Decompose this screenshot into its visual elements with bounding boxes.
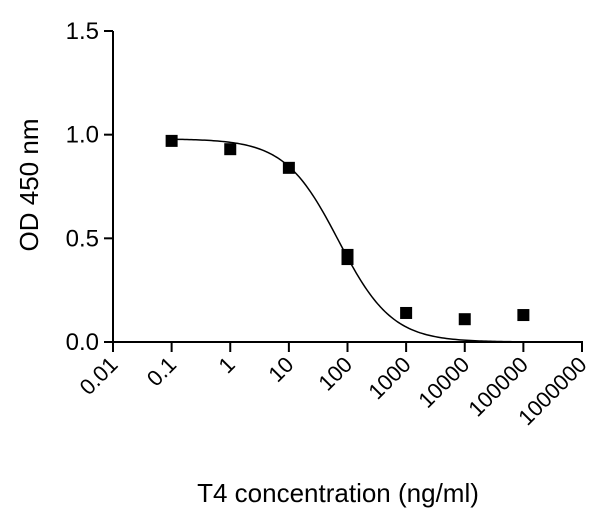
x-tick-label: 10 <box>263 352 298 387</box>
data-point <box>224 143 237 156</box>
fit-curve-line <box>171 138 524 343</box>
x-tick-label: 1000 <box>363 352 415 404</box>
x-axis-title: T4 concentration (ng/ml) <box>197 478 479 508</box>
y-tick-label: 0.5 <box>66 225 99 252</box>
y-tick-label: 1.5 <box>66 18 99 45</box>
x-tick-label: 0.1 <box>142 352 181 391</box>
data-point <box>282 161 295 174</box>
x-tick-label: 0.01 <box>75 352 123 400</box>
y-tick-label: 0.0 <box>66 329 99 356</box>
plot-area: 0.00.51.01.50.01 0.1 1 10 100 100010000100000… <box>66 18 592 430</box>
y-axis-title: OD 450 nm <box>14 119 44 252</box>
x-tick-label: 1 <box>213 352 239 378</box>
y-tick-label: 1.0 <box>66 122 99 149</box>
data-point <box>165 134 178 147</box>
data-point <box>341 253 354 266</box>
x-tick-label: 100 <box>313 352 357 396</box>
data-point <box>517 309 530 322</box>
data-point <box>458 313 471 326</box>
data-point <box>400 306 413 319</box>
